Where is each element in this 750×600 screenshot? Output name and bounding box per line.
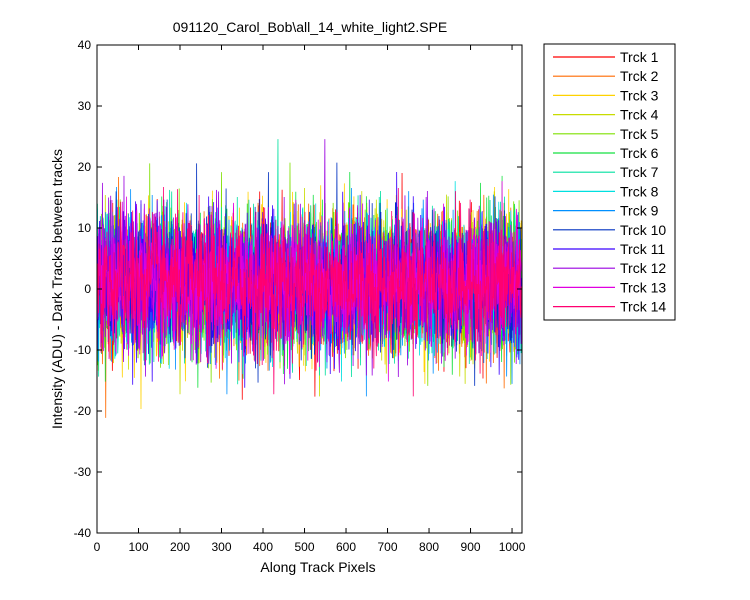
series-layer bbox=[97, 139, 522, 418]
legend-label: Trck 13 bbox=[620, 279, 666, 295]
y-tick-label: 10 bbox=[78, 221, 92, 235]
y-tick-label: -30 bbox=[74, 465, 92, 479]
x-axis-title: Along Track Pixels bbox=[260, 559, 375, 575]
legend-label: Trck 6 bbox=[620, 145, 659, 161]
legend-label: Trck 2 bbox=[620, 68, 659, 84]
legend-label: Trck 12 bbox=[620, 260, 666, 276]
y-tick-label: -40 bbox=[74, 526, 92, 540]
x-tick-label: 700 bbox=[378, 540, 398, 554]
x-tick-label: 0 bbox=[94, 540, 101, 554]
legend-label: Trck 1 bbox=[620, 49, 659, 65]
x-tick-label: 600 bbox=[336, 540, 356, 554]
legend-label: Trck 14 bbox=[620, 299, 666, 315]
legend: Trck 1 Trck 2 Trck 3 Trck 4 Trck 5 Trck 6 Trck… bbox=[543, 43, 676, 321]
y-tick-label: -20 bbox=[74, 404, 92, 418]
y-tick-label: 20 bbox=[78, 160, 92, 174]
x-tick-label: 200 bbox=[170, 540, 190, 554]
x-tick-label: 300 bbox=[211, 540, 231, 554]
y-tick-label: 40 bbox=[78, 38, 92, 52]
x-axis: 0 100 200 300 400 500 600 700 800 900 1000 bbox=[94, 45, 526, 554]
legend-label: Trck 3 bbox=[620, 87, 659, 103]
x-tick-label: 100 bbox=[128, 540, 148, 554]
legend-box bbox=[543, 43, 676, 321]
y-axis-title: Intensity (ADU) - Dark Tracks between tr… bbox=[49, 149, 65, 429]
y-tick-label: -10 bbox=[74, 343, 92, 357]
x-tick-label: 400 bbox=[253, 540, 273, 554]
legend-label: Trck 9 bbox=[620, 203, 659, 219]
y-tick-label: 0 bbox=[84, 282, 91, 296]
legend-label: Trck 7 bbox=[620, 164, 659, 180]
series-line-trck-14 bbox=[97, 187, 522, 397]
legend-label: Trck 8 bbox=[620, 183, 659, 199]
legend-label: Trck 11 bbox=[620, 241, 665, 257]
chart-title: 091120_Carol_Bob\all_14_white_light2.SPE bbox=[173, 19, 448, 35]
y-axis: -40 -30 -20 -10 0 10 20 30 40 bbox=[74, 38, 522, 540]
x-tick-label: 900 bbox=[461, 540, 481, 554]
x-tick-label: 1000 bbox=[499, 540, 526, 554]
legend-label: Trck 10 bbox=[620, 222, 666, 238]
legend-label: Trck 5 bbox=[620, 126, 659, 142]
legend-label: Trck 4 bbox=[620, 107, 659, 123]
y-tick-label: 30 bbox=[78, 99, 92, 113]
x-tick-label: 500 bbox=[295, 540, 315, 554]
x-tick-label: 800 bbox=[419, 540, 439, 554]
